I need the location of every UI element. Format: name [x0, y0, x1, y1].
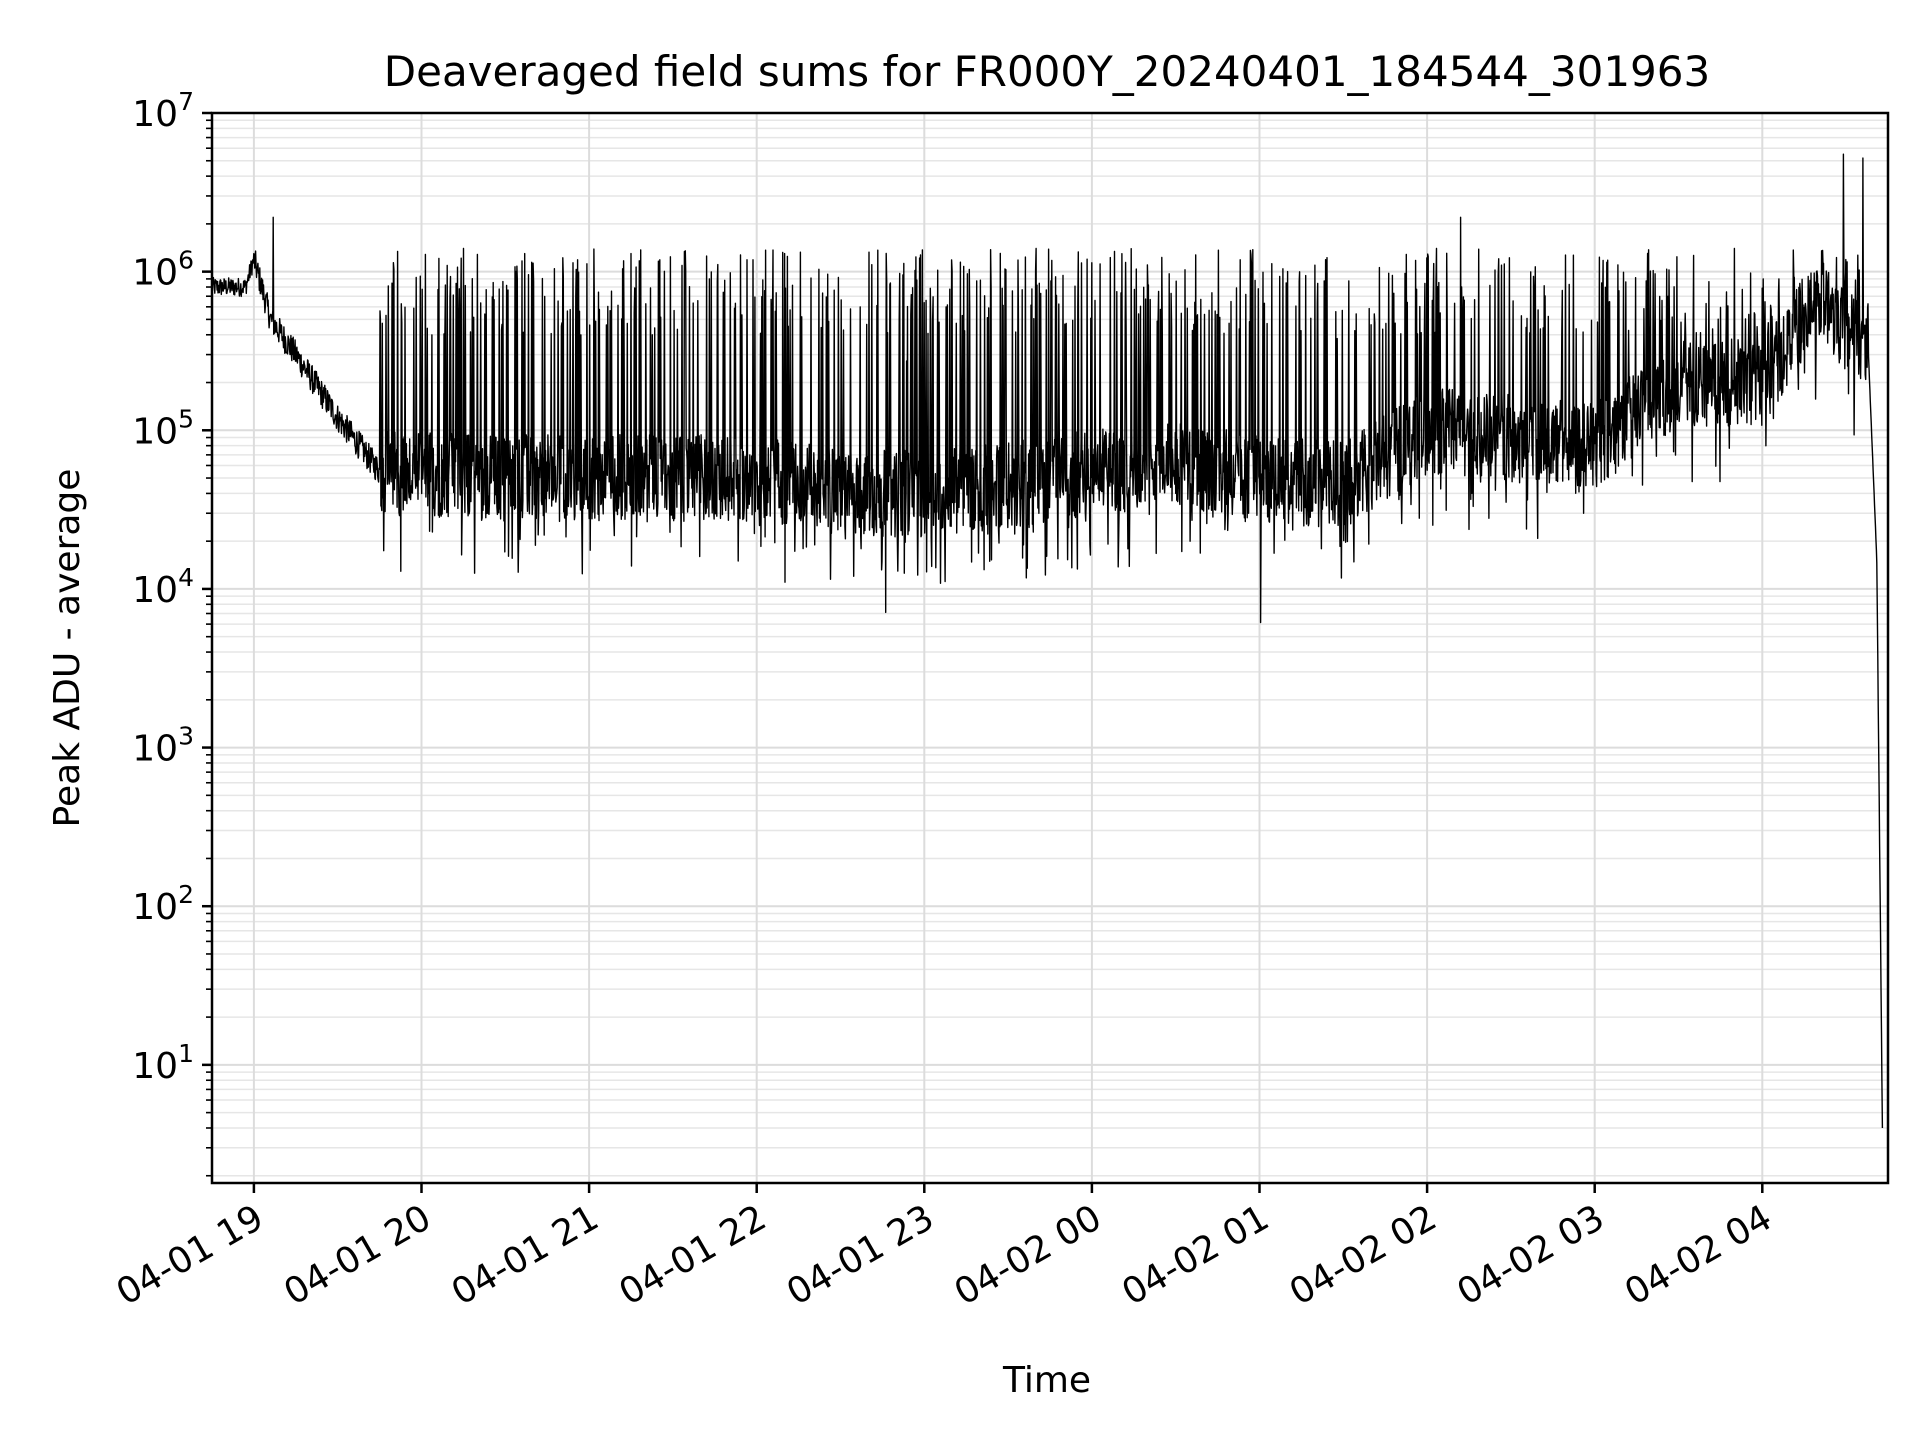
x-axis-label: Time	[1002, 1360, 1091, 1401]
y-tick-label: 101	[132, 1039, 194, 1087]
y-tick-label: 106	[132, 246, 194, 294]
x-tick-label: 04-02 00	[948, 1197, 1109, 1313]
plot-area	[210, 111, 1890, 1185]
chart-title: Deaveraged field sums for FR000Y_2024040…	[384, 47, 1710, 96]
x-tick-label: 04-02 03	[1451, 1197, 1612, 1313]
x-tick-label: 04-01 23	[780, 1197, 941, 1313]
y-tick-label: 105	[132, 404, 194, 452]
series-layer	[211, 153, 1884, 1129]
x-tick-label: 04-02 01	[1115, 1197, 1276, 1313]
y-tick-label: 102	[132, 880, 194, 928]
y-tick-label: 103	[132, 722, 194, 770]
x-tick-label: 04-01 20	[277, 1197, 438, 1313]
x-tick-label: 04-02 02	[1283, 1197, 1444, 1313]
x-tick-label: 04-01 21	[445, 1197, 606, 1313]
y-tick-label: 107	[132, 87, 194, 135]
y-tick-label: 104	[132, 563, 194, 611]
x-tick-label: 04-02 04	[1618, 1197, 1779, 1313]
x-tick-label: 04-01 22	[613, 1197, 774, 1313]
data-line	[211, 153, 1884, 1129]
x-tick-label: 04-01 19	[110, 1197, 271, 1313]
y-axis-label: Peak ADU - average	[47, 469, 88, 828]
